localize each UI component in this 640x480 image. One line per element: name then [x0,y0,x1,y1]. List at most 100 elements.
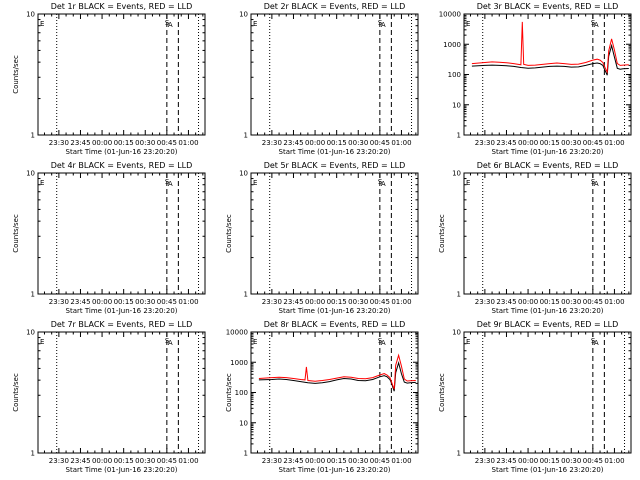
flag-letter: A [168,21,173,29]
x-tick-label: 23:45 [283,139,303,147]
x-tick-label: 23:30 [262,139,282,147]
panel-title: Det 5r BLACK = Events, RED = LLD [264,161,406,170]
detector-panel: Det 7r BLACK = Events, RED = LLD Counts/s… [12,320,206,474]
x-tick-label: 00:30 [348,139,368,147]
x-tick-label: 23:30 [475,457,495,465]
x-axis-label: Start Time (01-Jun-16 23:20:20) [279,148,391,156]
plot-frame [250,13,419,136]
panel-title: Det 1r BLACK = Events, RED = LLD [51,2,193,11]
detector-panel: Det 2r BLACK = Events, RED = LLD 1 10 23:30… [239,2,419,156]
y-tick-label: 10000 [439,11,461,19]
plot-frame [463,331,632,454]
flag-letter: S [591,19,596,27]
x-tick-label: 23:45 [496,139,516,147]
detector-panel: Det 8r BLACK = Events, RED = LLD Counts/s… [225,320,419,474]
x-tick-label: 00:30 [135,298,155,306]
y-axis-label: Counts/sec [225,373,233,412]
x-tick-label: 01:00 [604,139,624,147]
flag-letter: E [466,179,470,187]
flag-letter: A [168,339,173,347]
y-tick-label: 1 [31,132,35,140]
x-axis-label: Start Time (01-Jun-16 23:20:20) [66,466,178,474]
x-tick-label: 00:15 [540,298,560,306]
x-tick-label: 00:15 [327,139,347,147]
y-tick-label: 10 [26,11,35,19]
y-axis-label: Counts/sec [12,214,20,253]
detector-panel: Det 1r BLACK = Events, RED = LLD Counts/s… [12,2,206,156]
series-lld-line [258,353,416,390]
x-tick-label: 00:30 [135,139,155,147]
x-tick-label: 23:45 [70,457,90,465]
y-axis-label: Counts/sec [438,373,446,412]
x-tick-label: 23:30 [49,298,69,306]
x-axis-label: Start Time (01-Jun-16 23:20:20) [279,307,391,315]
detector-panel: Det 3r BLACK = Events, RED = LLD 1 10 100 10… [439,2,632,156]
y-tick-label: 100 [448,71,461,79]
y-tick-label: 10 [26,329,35,337]
flag-letter: E [253,20,257,28]
y-tick-label: 1 [244,291,248,299]
flag-letter: S [165,19,170,27]
x-tick-label: 23:45 [70,139,90,147]
x-tick-label: 00:45 [157,298,177,306]
x-tick-label: 01:00 [604,298,624,306]
x-tick-label: 00:15 [540,139,560,147]
y-tick-label: 1 [457,291,461,299]
x-tick-label: 00:45 [583,457,603,465]
x-tick-label: 00:00 [305,139,325,147]
x-tick-label: 00:15 [327,457,347,465]
flag-letter: A [594,339,599,347]
x-tick-label: 00:00 [92,457,112,465]
y-tick-label: 10000 [226,329,248,337]
flag-letter: A [168,180,173,188]
flag-letter: A [381,339,386,347]
x-tick-label: 00:30 [561,139,581,147]
flag-letter: E [253,338,257,346]
x-tick-label: 01:00 [178,298,198,306]
x-tick-label: 00:15 [114,139,134,147]
y-tick-label: 10 [452,329,461,337]
plot-frame [37,331,206,454]
x-tick-label: 23:45 [283,298,303,306]
plot-frame [463,13,632,136]
panel-title: Det 6r BLACK = Events, RED = LLD [477,161,619,170]
x-tick-label: 23:30 [475,298,495,306]
flag-letter: S [591,337,596,345]
x-tick-label: 00:30 [348,457,368,465]
x-tick-label: 00:15 [114,298,134,306]
y-tick-label: 10 [452,170,461,178]
x-tick-label: 23:30 [262,298,282,306]
x-tick-label: 00:45 [583,139,603,147]
x-tick-label: 23:45 [283,457,303,465]
x-tick-label: 23:45 [70,298,90,306]
x-tick-label: 00:00 [305,298,325,306]
x-tick-label: 00:15 [327,298,347,306]
x-tick-label: 00:00 [305,457,325,465]
flag-letter: E [40,338,44,346]
flag-letter: S [165,178,170,186]
y-tick-label: 1 [244,132,248,140]
flag-letter: S [165,337,170,345]
y-tick-label: 10 [239,11,248,19]
y-axis-label: Counts/sec [438,214,446,253]
x-axis-label: Start Time (01-Jun-16 23:20:20) [492,307,604,315]
panel-title: Det 2r BLACK = Events, RED = LLD [264,2,406,11]
y-tick-label: 10 [452,101,461,109]
plot-frame [463,172,632,295]
x-axis-label: Start Time (01-Jun-16 23:20:20) [66,307,178,315]
series-events-line [471,43,629,76]
y-tick-label: 1 [244,450,248,458]
series-events-line [258,361,416,392]
flag-letter: E [466,338,470,346]
series-lld-line [471,21,629,75]
x-tick-label: 01:00 [178,139,198,147]
x-tick-label: 23:45 [496,457,516,465]
x-tick-label: 23:30 [49,139,69,147]
panel-title: Det 4r BLACK = Events, RED = LLD [51,161,193,170]
x-tick-label: 00:00 [518,457,538,465]
detector-panel: Det 5r BLACK = Events, RED = LLD Counts/s… [225,161,419,315]
x-tick-label: 00:30 [561,457,581,465]
flag-letter: E [40,179,44,187]
x-tick-label: 00:45 [157,457,177,465]
